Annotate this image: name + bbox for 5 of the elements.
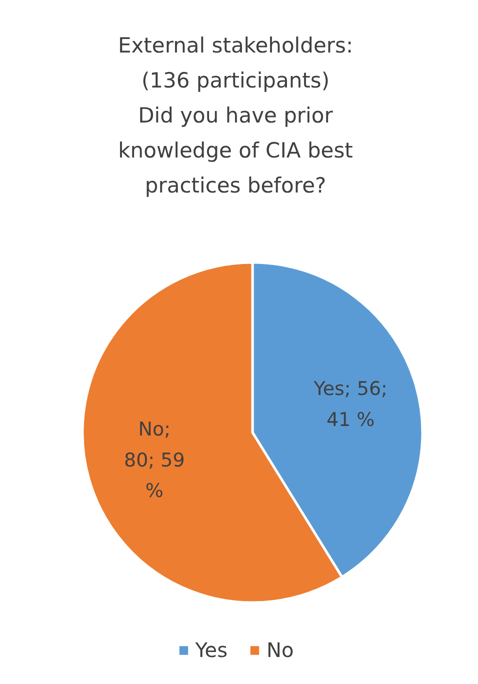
chart-title: External stakeholders: (136 participants) Did you have prior knowledge of CIA best practices before? [118, 34, 354, 198]
legend-label: Yes [195, 638, 228, 662]
data-label: Yes; 56; 41 % [312, 378, 388, 431]
data-label: No; 80; 59 % [124, 418, 185, 502]
legend-label: No [266, 638, 294, 662]
